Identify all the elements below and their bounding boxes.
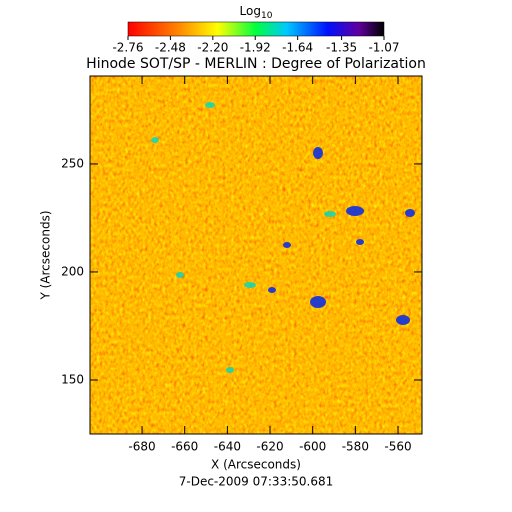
chart-title: Hinode SOT/SP - MERLIN : Degree of Polar… bbox=[86, 56, 426, 72]
colorbar-tick-label: -1.07 bbox=[368, 41, 399, 55]
date-annotation: 7-Dec-2009 07:33:50.681 bbox=[179, 475, 333, 489]
colorbar-tick-label: -2.20 bbox=[197, 41, 228, 55]
colorbar-tick-label: -2.48 bbox=[155, 41, 186, 55]
y-tick-label: 150 bbox=[61, 372, 84, 386]
heatmap-image bbox=[90, 76, 422, 434]
y-axis-label: Y (Arcseconds) bbox=[39, 210, 53, 300]
colorbar bbox=[127, 21, 385, 37]
x-tick-label: -620 bbox=[256, 440, 283, 454]
colorbar-tick-label: -1.35 bbox=[326, 41, 357, 55]
plot-frame bbox=[89, 75, 423, 435]
colorbar-tick-label: -1.92 bbox=[240, 41, 271, 55]
polarization-patches bbox=[268, 147, 415, 325]
polarization-patches-mid bbox=[151, 102, 336, 373]
x-tick-label: -600 bbox=[299, 440, 326, 454]
y-tick-label: 200 bbox=[61, 264, 84, 278]
colorbar-tick-label: -2.76 bbox=[112, 41, 143, 55]
x-tick-label: -660 bbox=[171, 440, 198, 454]
x-axis-label: X (Arcseconds) bbox=[211, 458, 301, 472]
colorbar-tick-label: -1.64 bbox=[282, 41, 313, 55]
x-tick-label: -680 bbox=[128, 440, 155, 454]
y-tick-label: 250 bbox=[61, 156, 84, 170]
x-tick-label: -580 bbox=[342, 440, 369, 454]
colorbar-label: Log10 bbox=[240, 4, 273, 21]
x-tick-label: -560 bbox=[384, 440, 411, 454]
x-tick-label: -640 bbox=[214, 440, 241, 454]
